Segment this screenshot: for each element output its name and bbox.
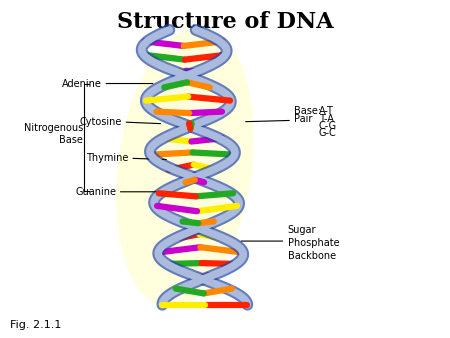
Text: G-C: G-C	[319, 128, 337, 139]
Text: Adenine: Adenine	[62, 78, 102, 89]
Text: Fig. 2.1.1: Fig. 2.1.1	[10, 320, 62, 330]
Text: Thymine: Thymine	[86, 153, 129, 163]
Text: Sugar
Phosphate
Backbone: Sugar Phosphate Backbone	[288, 224, 339, 261]
Text: Nitrogenous
Base: Nitrogenous Base	[24, 123, 83, 145]
Text: Guanine: Guanine	[75, 187, 116, 197]
Text: T-A: T-A	[319, 114, 334, 124]
Ellipse shape	[116, 27, 253, 308]
Text: C-G: C-G	[319, 121, 337, 131]
Text: Structure of DNA: Structure of DNA	[117, 11, 333, 33]
Text: A-T: A-T	[319, 106, 334, 116]
Text: Cytosine: Cytosine	[80, 117, 122, 127]
Text: Pair: Pair	[294, 114, 313, 124]
Text: Base:: Base:	[294, 106, 321, 116]
